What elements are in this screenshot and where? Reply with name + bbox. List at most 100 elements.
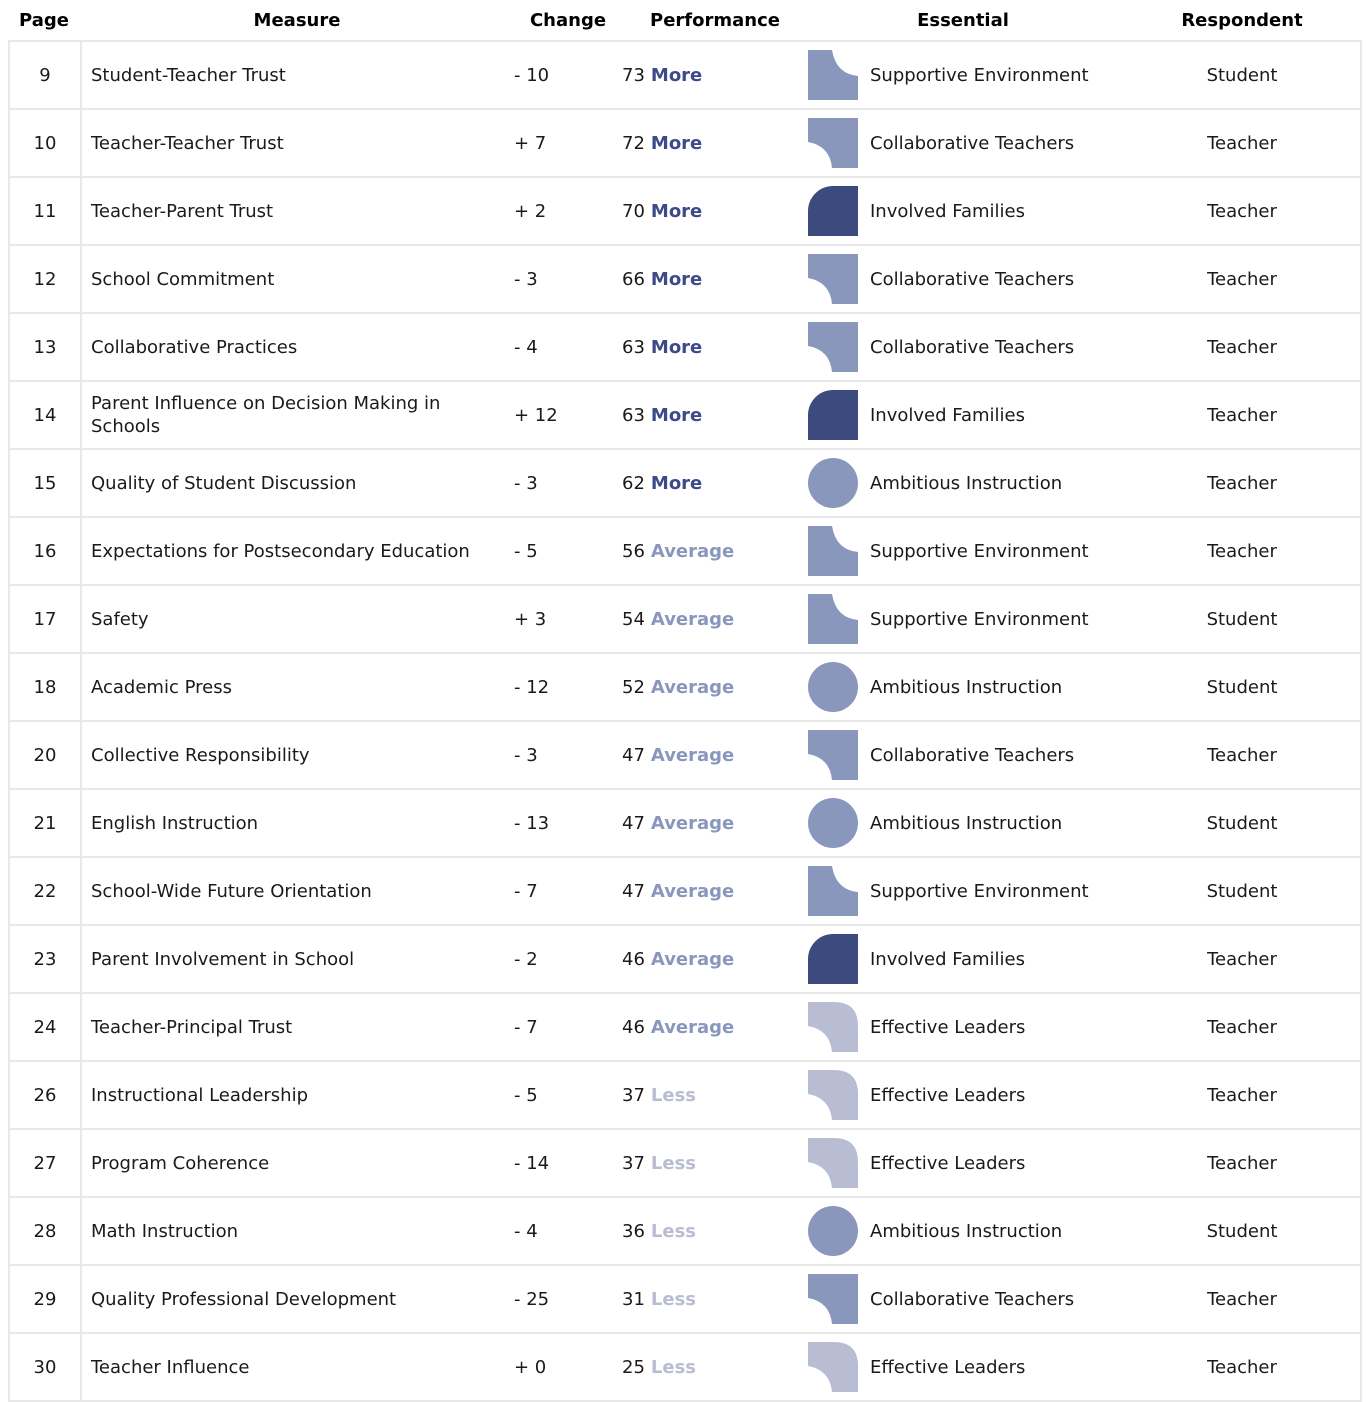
level: Average — [650, 948, 735, 970]
performance: 56 Average — [622, 518, 734, 584]
icon-shape — [808, 118, 858, 168]
page-number: 29 — [10, 1266, 82, 1332]
essential-icon — [808, 1266, 860, 1332]
measure: Collaborative Practices — [91, 336, 298, 358]
level: Average — [650, 812, 735, 834]
change: - 4 — [514, 1220, 538, 1242]
level: Average — [650, 540, 735, 562]
measure: Expectations for Postsecondary Education — [91, 540, 470, 562]
score: 72 — [622, 132, 645, 154]
level: Average — [650, 676, 735, 698]
level: Less — [650, 1084, 697, 1106]
measure: Safety — [91, 608, 149, 630]
performance: 46 Average — [622, 994, 734, 1060]
score: 70 — [622, 200, 645, 222]
performance: 25 Less — [622, 1334, 696, 1400]
essential-icon — [808, 790, 860, 856]
score: 46 — [622, 948, 645, 970]
table-row: 16 Expectations for Postsecondary Educati… — [10, 518, 1360, 586]
essential: Involved Families — [870, 404, 1025, 426]
icon — [808, 1138, 858, 1188]
score: 31 — [622, 1288, 645, 1310]
essential: Supportive Environment — [870, 880, 1089, 902]
measure: Teacher-Principal Trust — [91, 1016, 293, 1038]
change: - 5 — [514, 540, 538, 562]
measure: Program Coherence — [91, 1152, 270, 1174]
page-number: 11 — [10, 178, 82, 244]
icon-shape — [808, 1070, 858, 1120]
table-row: 29 Quality Professional Development - 25 31… — [10, 1266, 1360, 1334]
performance: 37 Less — [622, 1130, 696, 1196]
change: + 7 — [514, 132, 547, 154]
measure: Teacher-Parent Trust — [91, 200, 274, 222]
change: + 0 — [514, 1356, 547, 1378]
icon-shape — [808, 730, 858, 780]
score: 56 — [622, 540, 645, 562]
page-number: 21 — [10, 790, 82, 856]
essential: Effective Leaders — [870, 1016, 1026, 1038]
level: Average — [650, 880, 735, 902]
change: + 2 — [514, 200, 547, 222]
essential-icon — [808, 858, 860, 924]
respondent: Teacher — [1207, 472, 1277, 494]
page-number: 16 — [10, 518, 82, 584]
respondent: Teacher — [1207, 540, 1277, 562]
table-row: 14 Parent Influence on Decision Making in… — [10, 382, 1360, 450]
essential-icon — [808, 1334, 860, 1400]
performance: 47 Average — [622, 858, 734, 924]
measure: Parent Influence on Decision Making in S… — [91, 393, 441, 437]
performance: 72 More — [622, 110, 702, 176]
page-number: 18 — [10, 654, 82, 720]
column-header: Change — [529, 10, 607, 31]
icon-shape — [808, 798, 858, 848]
score: 66 — [622, 268, 645, 290]
essential: Supportive Environment — [870, 540, 1089, 562]
essential: Effective Leaders — [870, 1084, 1026, 1106]
level: More — [650, 64, 703, 86]
table-row: 9 Student-Teacher Trust - 10 73 More Supporti… — [10, 42, 1360, 110]
essential: Effective Leaders — [870, 1152, 1026, 1174]
icon-shape — [808, 866, 858, 916]
score: 52 — [622, 676, 645, 698]
icon — [808, 934, 858, 984]
table-row: 11 Teacher-Parent Trust + 2 70 More Involved … — [10, 178, 1360, 246]
performance: 52 Average — [622, 654, 734, 720]
essential: Effective Leaders — [870, 1356, 1026, 1378]
icon — [808, 50, 858, 100]
measure: Quality Professional Development — [91, 1288, 397, 1310]
measure: Collective Responsibility — [91, 744, 310, 766]
icon-shape — [808, 594, 858, 644]
score: 36 — [622, 1220, 645, 1242]
measure: English Instruction — [91, 812, 259, 834]
icon — [808, 1002, 858, 1052]
score: 62 — [622, 472, 645, 494]
table-row: 12 School Commitment - 3 66 More Collaborativ… — [10, 246, 1360, 314]
icon — [808, 798, 858, 848]
measure: Quality of Student Discussion — [91, 472, 357, 494]
icon-shape — [808, 390, 858, 440]
essential-icon — [808, 1062, 860, 1128]
column-header: Performance — [650, 10, 780, 31]
essential: Ambitious Instruction — [870, 676, 1063, 698]
change: - 7 — [514, 880, 538, 902]
respondent: Student — [1206, 1220, 1278, 1242]
change: - 10 — [514, 64, 550, 86]
icon — [808, 186, 858, 236]
change: - 7 — [514, 1016, 538, 1038]
icon-shape — [808, 322, 858, 372]
essential: Supportive Environment — [870, 64, 1089, 86]
page-number: 10 — [10, 110, 82, 176]
icon-shape — [808, 50, 858, 100]
performance: 31 Less — [622, 1266, 696, 1332]
change: + 12 — [514, 404, 558, 426]
change: - 3 — [514, 744, 538, 766]
icon-shape — [808, 1138, 858, 1188]
level: Less — [650, 1220, 697, 1242]
icon — [808, 390, 858, 440]
page-number: 26 — [10, 1062, 82, 1128]
icon-shape — [808, 1206, 858, 1256]
change: - 3 — [514, 472, 538, 494]
page-number: 24 — [10, 994, 82, 1060]
page-number: 9 — [10, 42, 82, 108]
table-row: 24 Teacher-Principal Trust - 7 46 Average Eff… — [10, 994, 1360, 1062]
